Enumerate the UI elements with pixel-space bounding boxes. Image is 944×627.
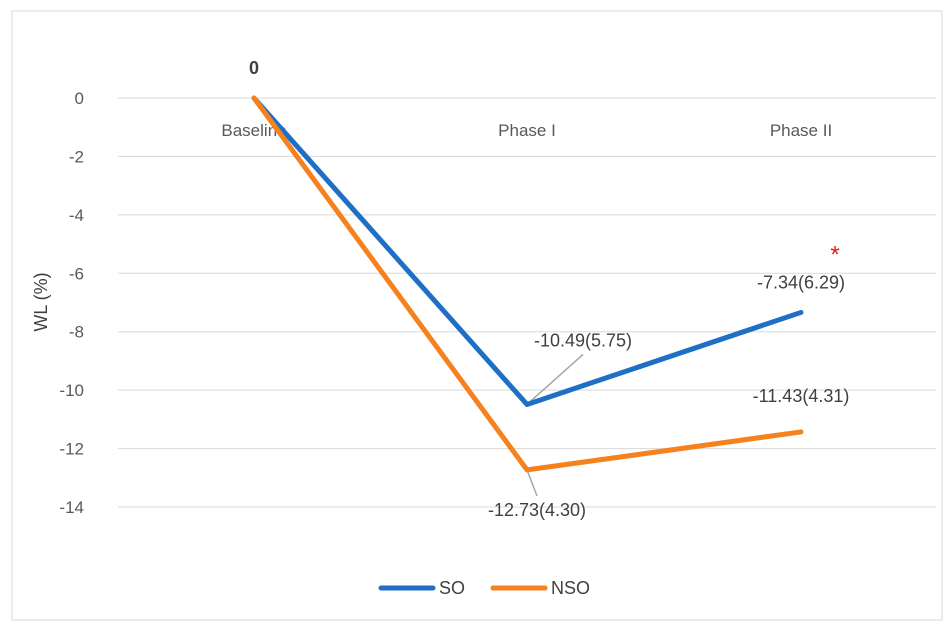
y-tick-label: -14 (59, 498, 84, 517)
chart-frame (11, 10, 943, 621)
significance-marker: * (830, 241, 839, 268)
leader-lines (526, 353, 584, 497)
data-label: -7.34(6.29) (757, 272, 845, 292)
x-category-label: Phase I (498, 121, 556, 140)
data-labels: 0 -10.49(5.75) -7.34(6.29) -12.73(4.30) -11.… (249, 58, 849, 520)
y-tick-label: 0 (75, 89, 84, 108)
legend: SO NSO (378, 578, 590, 598)
series-lines (251, 95, 804, 473)
gridlines (118, 97, 936, 508)
series-line-so (251, 95, 804, 407)
series-line-nso (251, 95, 804, 473)
legend-label: SO (439, 578, 465, 598)
y-tick-label: -8 (69, 323, 84, 342)
y-tick-label: -10 (59, 381, 84, 400)
legend-label: NSO (551, 578, 590, 598)
data-label: -10.49(5.75) (534, 330, 632, 350)
y-tick-label: -2 (69, 147, 84, 166)
annotations: * (830, 241, 839, 268)
data-label: -12.73(4.30) (488, 500, 586, 520)
x-category-label: Phase II (770, 121, 832, 140)
x-axis-categories: Baseline Phase I Phase II (221, 121, 832, 140)
y-tick-label: -4 (69, 206, 84, 225)
leader-line (526, 353, 584, 406)
y-tick-label: -6 (69, 264, 84, 283)
leader-line (526, 469, 538, 497)
y-axis-title: WL (%) (31, 272, 51, 331)
x-category-label: Baseline (221, 121, 286, 140)
data-label: -11.43(4.31) (753, 386, 850, 406)
y-axis-ticks: 0 -2 -4 -6 -8 -10 -12 -14 (59, 89, 84, 517)
data-label: 0 (249, 58, 259, 78)
y-tick-label: -12 (59, 440, 84, 459)
